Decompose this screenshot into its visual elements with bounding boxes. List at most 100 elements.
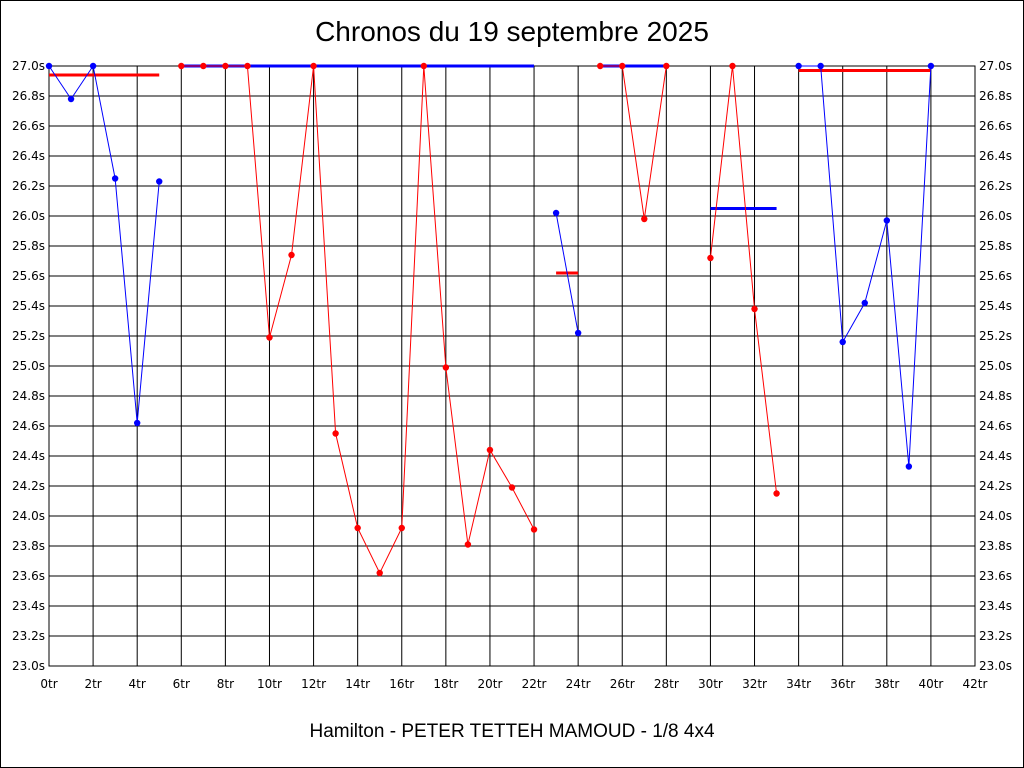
x-tick-label: 4tr [129,677,146,691]
data-point [133,419,141,427]
y-tick-label-left: 26.4s [12,149,45,163]
data-point [464,541,472,548]
data-point [574,329,582,337]
y-tick-label-right: 24.0s [979,509,1012,523]
data-point [817,62,824,70]
data-point [156,178,163,185]
data-point [663,62,670,70]
x-tick-label: 16tr [389,677,414,691]
data-point [200,62,207,70]
series-line [600,65,667,220]
x-tick-label: 30tr [698,677,723,691]
y-tick-label-left: 24.8s [12,389,45,403]
chart-title: Chronos du 19 septembre 2025 [315,16,709,47]
data-point [729,62,736,70]
series-line [709,65,778,494]
y-tick-label-left: 26.6s [12,119,45,133]
y-tick-label-right: 25.0s [979,359,1012,373]
chart-subtitle: Hamilton - PETER TETTEH MAMOUD - 1/8 4x4 [309,721,715,742]
data-point [354,524,361,532]
x-tick-label: 2tr [84,677,101,691]
y-tick-label-left: 27.0s [12,59,45,73]
data-point [530,526,538,533]
y-tick-label-right: 24.8s [979,389,1012,403]
y-tick-label-right: 25.8s [979,239,1012,253]
y-tick-label-left: 23.8s [12,539,45,553]
y-tick-label-right: 24.2s [979,479,1012,493]
y-tick-label-right: 24.6s [979,419,1012,433]
data-point [288,251,295,259]
y-tick-label-left: 25.0s [12,359,45,373]
y-tick-label-right: 23.2s [979,629,1012,643]
y-tick-label-right: 25.6s [979,269,1012,283]
data-point [420,62,428,70]
y-tick-label-right: 26.8s [979,89,1012,103]
y-tick-label-left: 23.2s [12,629,45,643]
data-point [795,62,802,70]
x-tick-label: 36tr [830,677,855,691]
data-point [508,484,516,491]
x-tick-label: 0tr [40,677,57,691]
y-tick-label-right: 23.6s [979,569,1012,583]
data-point [641,215,648,223]
data-point [773,490,780,497]
data-point [552,209,560,217]
y-tick-label-right: 27.0s [979,59,1012,73]
data-point [442,364,450,371]
y-tick-label-left: 24.4s [12,449,45,463]
y-tick-label-right: 26.6s [979,119,1012,133]
data-point [111,175,119,182]
series-line [555,212,579,334]
data-point [266,334,273,341]
x-tick-label: 26tr [610,677,635,691]
data-point [332,430,339,437]
y-tick-label-right: 25.2s [979,329,1012,343]
x-tick-label: 22tr [522,677,547,691]
data-point [596,62,604,70]
data-point [707,254,714,262]
data-point [178,62,185,70]
data-point [861,299,868,307]
data-point [927,62,935,70]
y-tick-label-left: 25.4s [12,299,45,313]
data-point [398,524,405,532]
x-tick-label: 12tr [301,677,326,691]
data-point [486,446,494,454]
data-point [839,338,846,346]
data-point [619,62,626,70]
y-tick-label-right: 23.8s [979,539,1012,553]
x-tick-label: 38tr [874,677,899,691]
x-tick-label: 40tr [918,677,943,691]
y-tick-label-right: 24.4s [979,449,1012,463]
x-tick-label: 18tr [433,677,458,691]
y-tick-label-left: 26.8s [12,89,45,103]
y-tick-label-right: 23.0s [979,659,1012,673]
data-point [883,217,891,224]
data-point [89,62,97,70]
y-tick-label-right: 26.2s [979,179,1012,193]
y-tick-label-left: 23.0s [12,659,45,673]
x-tick-label: 20tr [477,677,502,691]
y-tick-label-left: 24.2s [12,479,45,493]
data-point [751,305,758,313]
x-tick-label: 34tr [786,677,811,691]
y-tick-label-left: 24.0s [12,509,45,523]
y-tick-label-left: 25.2s [12,329,45,343]
data-point [310,62,317,70]
y-tick-label-left: 25.6s [12,269,45,283]
x-tick-label: 6tr [173,677,190,691]
x-tick-label: 42tr [963,677,988,691]
x-tick-label: 8tr [217,677,234,691]
series-line [48,64,160,424]
y-tick-label-left: 26.0s [12,209,45,223]
data-point [222,62,229,70]
x-tick-label: 28tr [654,677,679,691]
y-tick-label-right: 26.4s [979,149,1012,163]
y-tick-label-left: 24.6s [12,419,45,433]
x-tick-label: 14tr [345,677,370,691]
data-point [45,62,53,70]
data-point [244,62,251,70]
y-tick-label-right: 26.0s [979,209,1012,223]
